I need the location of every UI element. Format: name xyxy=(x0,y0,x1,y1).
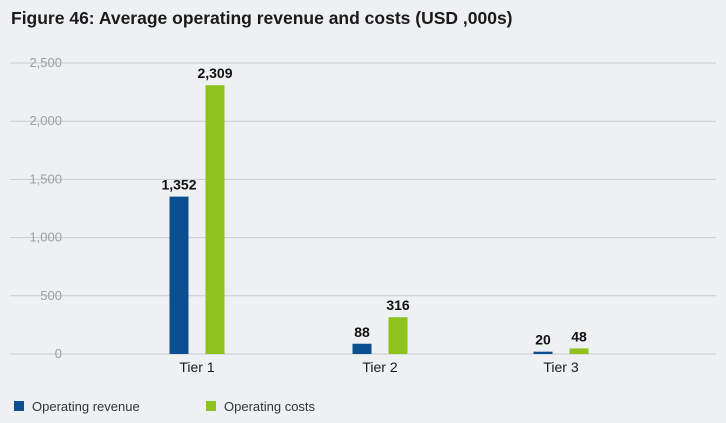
legend-swatch xyxy=(14,401,24,411)
bar xyxy=(169,196,189,354)
data-label: 88 xyxy=(354,324,370,340)
y-tick-label: 0 xyxy=(55,346,62,361)
data-label: 20 xyxy=(535,332,551,348)
bar xyxy=(533,351,553,354)
x-tick-label: Tier 1 xyxy=(179,359,214,375)
bar xyxy=(569,348,589,354)
legend-label: Operating costs xyxy=(224,399,316,414)
data-label: 316 xyxy=(386,297,410,313)
chart-title: Figure 46: Average operating revenue and… xyxy=(11,8,513,28)
x-tick-label: Tier 3 xyxy=(543,359,578,375)
bar xyxy=(388,317,408,354)
data-label: 2,309 xyxy=(197,65,232,81)
y-tick-label: 1,500 xyxy=(29,171,62,186)
legend-swatch xyxy=(206,401,216,411)
y-tick-label: 500 xyxy=(40,288,62,303)
y-tick-label: 2,500 xyxy=(29,55,62,70)
y-tick-label: 1,000 xyxy=(29,230,62,245)
x-tick-label: Tier 2 xyxy=(362,359,397,375)
y-tick-label: 2,000 xyxy=(29,113,62,128)
legend-label: Operating revenue xyxy=(32,399,140,414)
data-label: 48 xyxy=(571,328,587,344)
data-label: 1,352 xyxy=(161,177,196,193)
bar xyxy=(205,85,225,355)
bar xyxy=(352,343,372,354)
